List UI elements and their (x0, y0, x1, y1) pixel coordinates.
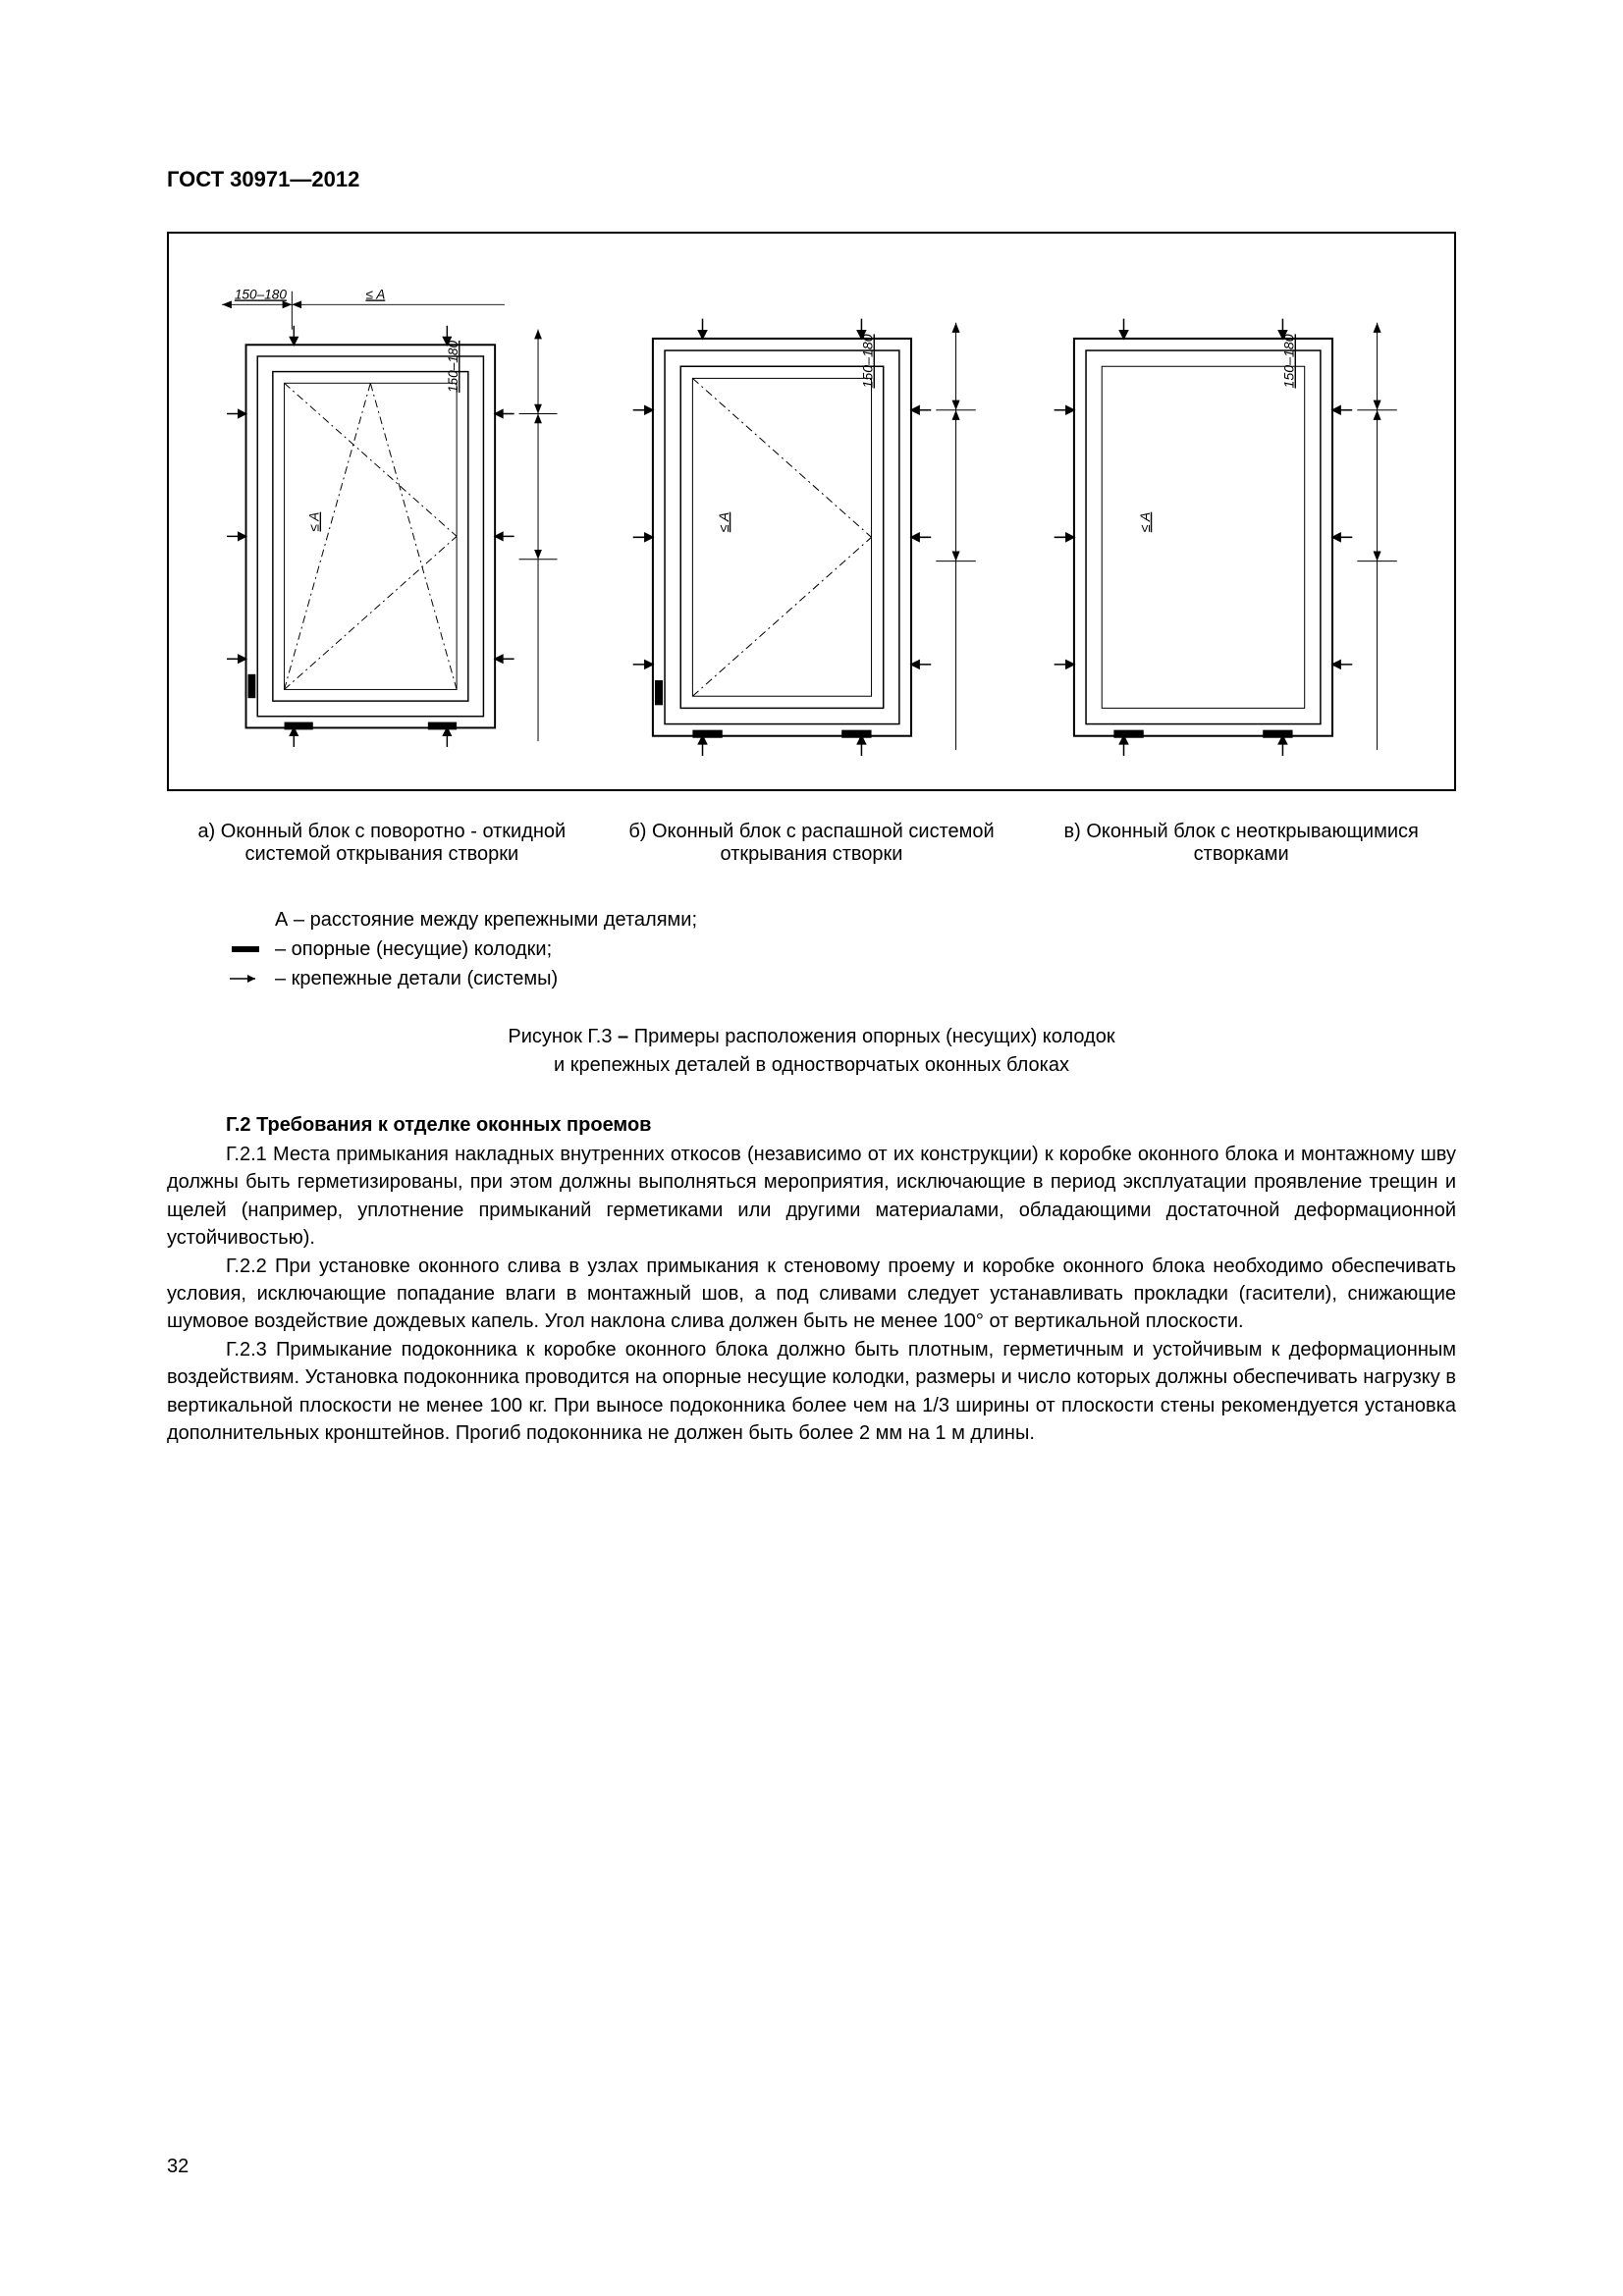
legend-b: – опорные (несущие) колодки; (275, 934, 552, 964)
svg-text:150–180: 150–180 (1282, 334, 1298, 388)
pad-icon (216, 934, 275, 964)
legend-c: – крепежные детали (системы) (275, 964, 558, 993)
document-header: ГОСТ 30971—2012 (167, 167, 1456, 192)
svg-text:≤ A: ≤ A (1138, 512, 1154, 533)
svg-text:≤ A: ≤ A (716, 512, 731, 533)
window-c: 150–180 ≤ A (1032, 263, 1434, 760)
svg-text:150–180: 150–180 (860, 334, 876, 388)
captions-row: а) Оконный блок с поворотно - откидной с… (167, 821, 1456, 866)
caption-c: в) Оконный блок с неоткрывающимися створ… (1026, 821, 1456, 866)
legend-a: А – расстояние между крепежными деталями… (275, 905, 697, 934)
figure-box: 150–180 ≤ A 150–180 ≤ A (167, 232, 1456, 791)
caption-a: а) Оконный блок с поворотно - откидной с… (167, 821, 597, 866)
svg-text:≤ A: ≤ A (307, 512, 322, 532)
caption-b: б) Оконный блок с распашной системой отк… (597, 821, 1027, 866)
paragraph-3: Г.2.3 Примыкание подоконника к коробке о… (167, 1336, 1456, 1448)
paragraph-2: Г.2.2 При установке оконного слива в узл… (167, 1253, 1456, 1336)
window-b: 150–180 ≤ A (611, 263, 1013, 760)
dim-horizontal-label: 150–180 (235, 287, 288, 301)
paragraph-1: Г.2.1 Места примыкания накладных внутрен… (167, 1141, 1456, 1253)
page-number: 32 (167, 2156, 189, 2178)
section-title: Г.2 Требования к отделке оконных проемов (226, 1114, 1456, 1137)
svg-text:150–180: 150–180 (446, 341, 460, 394)
figure-title: Рисунок Г.3 – Примеры расположения опорн… (167, 1023, 1456, 1080)
legend: А – расстояние между крепежными деталями… (216, 905, 1456, 993)
dim-lea-label: ≤ A (365, 287, 385, 301)
fastener-icon (216, 964, 275, 993)
window-a: 150–180 ≤ A 150–180 ≤ A (189, 263, 591, 760)
